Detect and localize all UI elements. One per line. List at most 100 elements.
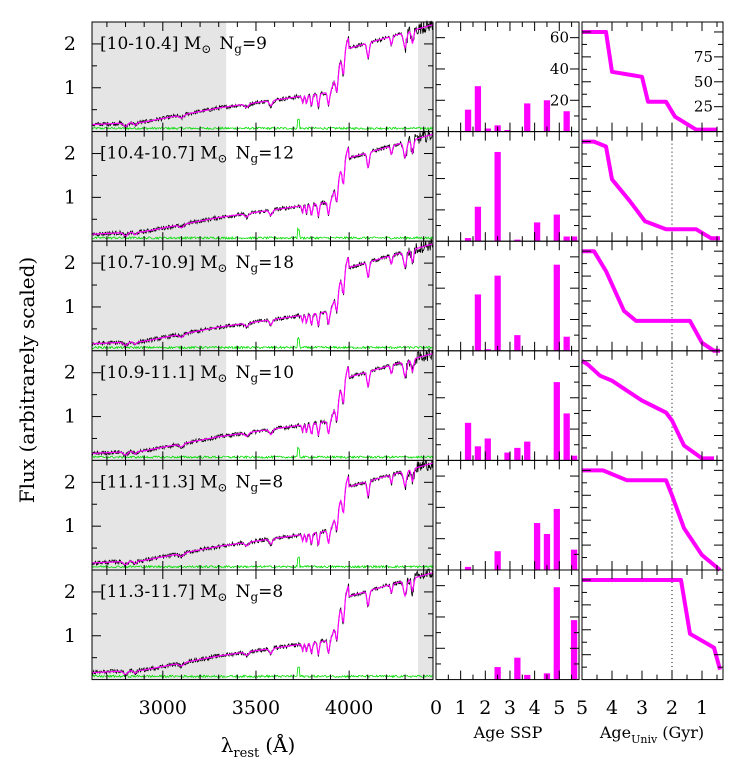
model-spectrum [91, 243, 434, 347]
ssp-bar [553, 508, 560, 570]
y-tick-label: 60 [550, 29, 569, 47]
ng-label: N [219, 34, 234, 54]
ssp-bar [504, 130, 511, 132]
y-tick-label: 2 [64, 471, 76, 493]
ssp-bar [553, 214, 560, 242]
ng-value: =8 [258, 582, 283, 602]
y-tick-label: 2 [64, 362, 76, 384]
mass-range: [11.1-11.3] M [100, 472, 218, 492]
spectra-column: 12 [10-10.4] M⊙ Ng=912 [10.4-10.7] M⊙ Ng=121… [64, 20, 434, 719]
ng-value: =12 [258, 144, 294, 164]
mass-range: [11.3-11.7] M [100, 582, 218, 602]
model-spectrum [91, 24, 434, 128]
ssp-bar [474, 294, 482, 351]
ng-value: =9 [242, 34, 267, 54]
ssp-panel [435, 240, 580, 352]
cumulative-panel [581, 569, 724, 681]
x-tick-label: 3500 [232, 697, 280, 719]
x-tick-label: 1 [696, 697, 708, 719]
ng-subscript: g [250, 480, 258, 494]
x-tick-label: 5 [576, 697, 588, 719]
angstrom-unit: (Å) [265, 732, 295, 757]
solar-symbol: ⊙ [218, 261, 228, 275]
ng-label: N [236, 253, 251, 273]
panel-mass-label: [10.9-11.1] M⊙ Ng=10 [100, 363, 294, 385]
y-tick-label: 2 [64, 581, 76, 603]
panel-mass-label: [10-10.4] M⊙ Ng=9 [100, 34, 267, 56]
ssp-panel [435, 459, 580, 571]
ssp-bar [563, 236, 570, 242]
y-tick-label: 1 [64, 77, 76, 99]
masked-region [92, 131, 227, 242]
spectrum-panel: 1 2 [11.1-11.3] M⊙ Ng=8 [64, 458, 434, 571]
ng-subscript: g [250, 590, 258, 604]
x-tick-label: 4 [606, 697, 618, 719]
ssp-bar [533, 222, 541, 242]
masked-region [418, 350, 433, 461]
ssp-bar [514, 335, 521, 351]
gyr-unit: (Gyr) [662, 723, 704, 742]
ssp-panel [435, 569, 580, 681]
y-tick-label: 1 [64, 625, 76, 647]
cumulative-sfh-line [582, 468, 722, 572]
y-tick-label: 25 [694, 98, 713, 116]
lambda-symbol: λ [221, 733, 234, 757]
ng-subscript: g [234, 42, 242, 56]
y-tick-label: 2 [64, 252, 76, 274]
x-tick-label: 3 [504, 697, 516, 719]
ssp-bar [494, 151, 501, 242]
x-tick-label: 3 [636, 697, 648, 719]
ssp-bar [514, 447, 521, 461]
residual-line [91, 446, 433, 460]
residual-line [91, 336, 433, 350]
ssp-bar [464, 566, 472, 570]
mass-range: [10.9-11.1] M [100, 363, 218, 383]
cumulative-panel [580, 350, 724, 461]
masked-region [418, 460, 433, 570]
masked-region [92, 570, 227, 680]
ssp-bar [474, 446, 482, 461]
y-tick-label: 1 [64, 296, 76, 318]
ssp-bar [570, 236, 578, 242]
solar-symbol: ⊙ [201, 42, 211, 56]
ssp-bar [570, 455, 578, 461]
ng-value: =8 [258, 472, 283, 492]
ssp-bar [563, 413, 570, 461]
ssp-panel: 20 40 60 [435, 21, 580, 133]
panel-frame [435, 569, 580, 681]
ssp-bar [464, 109, 472, 132]
y-tick-label: 40 [550, 60, 569, 78]
mass-range: [10-10.4] M [100, 34, 201, 54]
ssp-bar [524, 441, 531, 461]
age-word: Age [599, 723, 631, 742]
mass-range: [10.4-10.7] M [100, 144, 218, 164]
solar-symbol: ⊙ [218, 480, 228, 494]
panel-mass-label: [11.3-11.7] M⊙ Ng=8 [100, 582, 283, 604]
masked-region [418, 22, 433, 132]
solar-symbol: ⊙ [218, 371, 228, 385]
panel-mass-label: [11.1-11.3] M⊙ Ng=8 [100, 472, 283, 494]
cumulative-panel [581, 240, 724, 353]
cumulative-sfh-line [582, 578, 722, 671]
panel-mass-label: [10.4-10.7] M⊙ Ng=12 [100, 144, 294, 166]
y-axis-label: Flux (arbitrarely scaled) [15, 257, 39, 503]
masked-region [92, 350, 227, 461]
ssp-bar [524, 103, 531, 132]
ssp-panel [435, 350, 580, 461]
y-tick-label: 2 [64, 143, 76, 165]
masked-region [418, 241, 433, 351]
residual-line [91, 118, 433, 131]
y-tick-label: 1 [64, 406, 76, 428]
ssp-bar [570, 549, 578, 570]
ssp-bar [524, 674, 531, 680]
x-tick-label: 0 [430, 697, 442, 719]
residual-line [92, 226, 433, 241]
ssp-bar [504, 452, 511, 461]
masked-region [418, 131, 433, 242]
y-tick-label: 2 [64, 33, 76, 55]
model-spectrum [91, 572, 434, 676]
panel-frame [91, 569, 434, 681]
y-tick-label: 20 [550, 91, 569, 109]
ssp-bar [474, 86, 482, 132]
cumulative-sfh-line [582, 249, 720, 353]
